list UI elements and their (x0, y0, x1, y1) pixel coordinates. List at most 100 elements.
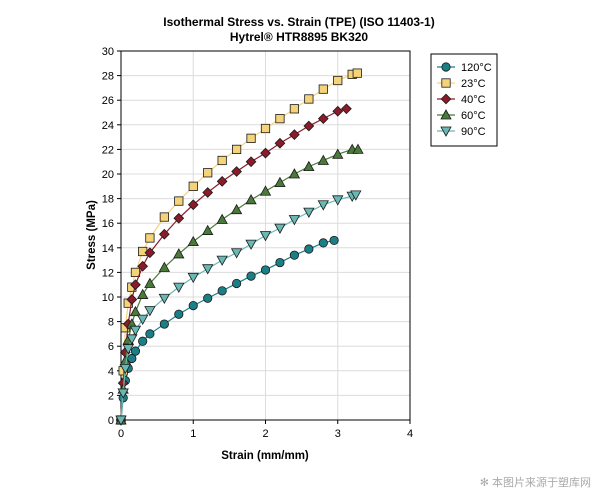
legend-label: 60°C (461, 110, 486, 122)
y-tick-label: 8 (108, 317, 114, 329)
data-point (129, 305, 142, 317)
legend-item: 90°C (437, 126, 486, 138)
data-point (289, 250, 299, 260)
data-point (187, 199, 199, 211)
data-point (317, 154, 329, 165)
data-point (231, 166, 242, 177)
legend: 120°C 23°C 40°C 60°C 90°C (430, 53, 498, 147)
data-point (217, 286, 227, 296)
series-2 (115, 103, 352, 426)
data-point (126, 294, 138, 305)
data-point (352, 68, 362, 78)
x-tick-label: 2 (262, 428, 268, 440)
x-tick-label: 4 (407, 428, 413, 440)
x-tick-label: 0 (118, 428, 124, 440)
data-point (260, 265, 271, 275)
data-point (127, 353, 137, 364)
legend-marker (441, 78, 451, 88)
y-tick-label: 28 (102, 71, 114, 83)
data-point (232, 278, 242, 289)
data-point (126, 334, 138, 345)
data-point (289, 104, 300, 114)
data-point (202, 224, 214, 235)
data-point (144, 306, 156, 317)
data-point (216, 176, 228, 187)
y-tick-label: 2 (108, 390, 114, 402)
data-point (187, 272, 199, 284)
y-tick-label: 16 (102, 218, 114, 230)
data-point (230, 203, 243, 215)
y-tick-label: 20 (102, 169, 114, 181)
series-layer (115, 68, 364, 426)
data-point (173, 212, 185, 224)
watermark: ✻ 本图片来源于塑库网 (479, 477, 591, 489)
data-point (138, 246, 148, 257)
data-point (158, 261, 171, 272)
data-point (304, 244, 314, 254)
x-tick-label: 3 (335, 428, 341, 440)
data-point (188, 181, 198, 191)
data-point (333, 75, 343, 86)
y-tick-label: 6 (108, 341, 114, 353)
series-line (120, 108, 347, 421)
data-point (159, 212, 169, 222)
data-point (144, 277, 156, 288)
data-point (318, 84, 328, 94)
data-point (350, 190, 362, 201)
data-point (317, 200, 329, 211)
legend-marker (440, 109, 452, 120)
data-point (122, 344, 134, 355)
data-point (332, 195, 344, 206)
data-point (260, 123, 271, 134)
data-point (145, 233, 155, 243)
data-point (144, 247, 156, 259)
data-point (275, 114, 285, 124)
y-tick-label: 12 (102, 267, 114, 279)
data-point (173, 248, 185, 259)
y-tick-label: 22 (102, 144, 114, 156)
x-axis-label: Strain (mm/mm) (221, 450, 309, 462)
data-point (288, 215, 301, 226)
data-point (158, 228, 170, 240)
data-point (188, 301, 198, 311)
chart-subtitle: Hytrel® HTR8895 BK320 (230, 30, 369, 44)
data-point (159, 319, 169, 329)
data-point (119, 363, 132, 375)
data-point (260, 147, 271, 159)
data-point (145, 329, 155, 339)
legend-item: 60°C (437, 109, 486, 122)
data-point (202, 187, 214, 198)
legend-label: 23°C (461, 78, 486, 90)
y-tick-label: 18 (102, 194, 114, 206)
data-point (259, 185, 272, 196)
data-point (138, 336, 148, 346)
data-point (174, 309, 184, 319)
data-point (117, 388, 129, 399)
data-point (246, 133, 256, 143)
data-point (216, 213, 228, 224)
y-tick-label: 14 (102, 243, 114, 255)
data-point (230, 248, 243, 259)
data-point (158, 293, 171, 305)
legend-item: 40°C (437, 93, 486, 106)
data-point (329, 235, 339, 246)
data-point (274, 176, 286, 188)
data-point (246, 271, 256, 281)
data-point (203, 293, 213, 303)
data-point (217, 155, 227, 166)
data-point (245, 239, 257, 250)
x-axis-ticks: 0 1 2 3 4 (118, 420, 413, 440)
y-tick-label: 26 (102, 95, 114, 107)
data-point (130, 267, 141, 278)
data-point (332, 148, 344, 159)
legend-label: 40°C (461, 94, 486, 106)
data-point (318, 238, 328, 248)
data-point (202, 264, 214, 275)
data-point (174, 196, 184, 206)
legend-marker (440, 126, 452, 137)
data-point (274, 137, 286, 149)
data-point (332, 105, 344, 117)
chart-title: Isothermal Stress vs. Strain (TPE) (ISO … (163, 15, 434, 29)
